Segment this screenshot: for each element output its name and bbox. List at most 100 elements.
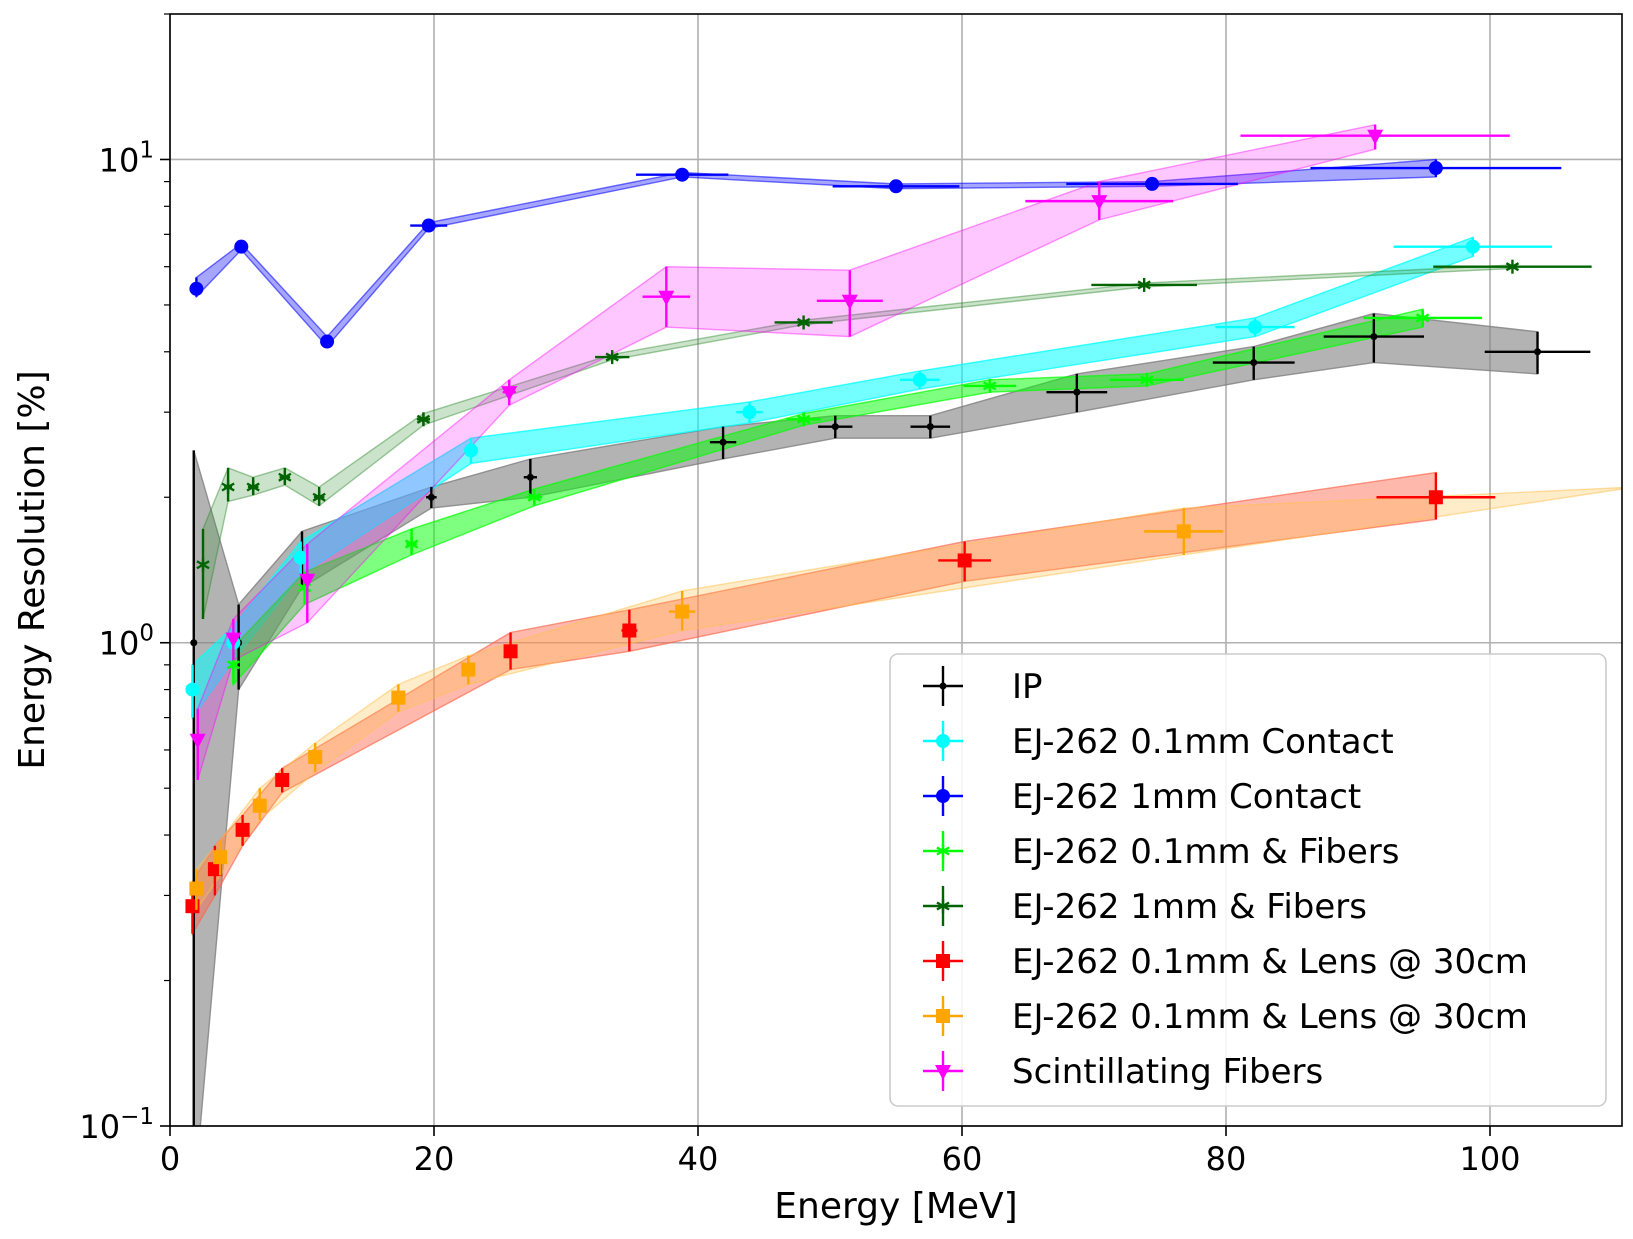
point-marker: [246, 480, 260, 495]
legend-label: EJ-262 1mm Contact: [1012, 777, 1361, 817]
point-marker: [312, 490, 326, 505]
point-marker: [293, 550, 308, 565]
series-points: [185, 472, 1496, 934]
y-tick-label: 101: [99, 137, 154, 179]
data-point: [1484, 331, 1591, 374]
x-tick-label: 60: [942, 1140, 983, 1178]
legend-label: IP: [1012, 667, 1043, 707]
data-point: [621, 609, 638, 652]
point-marker: [196, 557, 210, 572]
data-point: [1091, 277, 1197, 292]
x-tick-label: 80: [1206, 1140, 1247, 1178]
series-points: [226, 309, 1483, 685]
data-point: [185, 664, 200, 718]
data-point: [818, 415, 853, 439]
point-marker: [622, 623, 637, 638]
data-point: [1046, 373, 1108, 413]
data-point: [275, 768, 290, 793]
data-point: [404, 528, 419, 555]
point-marker: [189, 281, 204, 296]
legend-item: IP: [923, 666, 1043, 707]
point-marker: [234, 239, 249, 254]
point-marker: [926, 423, 934, 431]
point-marker: [983, 378, 997, 393]
legend-label: EJ-262 0.1mm & Fibers: [1012, 832, 1399, 872]
point-marker: [391, 690, 406, 705]
point-marker: [796, 412, 811, 427]
legend-item: EJ-262 0.1mm Contact: [923, 721, 1394, 762]
point-marker: [742, 405, 757, 420]
series-points: [189, 124, 1510, 780]
legend-item: EJ-262 0.1mm & Fibers: [923, 831, 1399, 872]
data-point: [816, 270, 883, 337]
point-marker: [463, 443, 478, 458]
data-point: [196, 528, 210, 619]
error-band: [195, 486, 1622, 913]
legend: IP EJ-262 0.1mm Contact EJ-262 1mm Contact…: [889, 653, 1607, 1107]
point-marker: [427, 493, 435, 501]
data-point: [1433, 259, 1592, 274]
point-marker: [421, 218, 436, 233]
x-tick-label: 20: [414, 1140, 455, 1178]
point-marker: [252, 798, 267, 813]
point-marker: [1367, 129, 1384, 145]
data-point: [225, 618, 242, 661]
legend-label: EJ-262 1mm & Fibers: [1012, 887, 1367, 927]
point-marker: [299, 573, 316, 589]
data-point: [234, 239, 249, 254]
data-point: [189, 277, 204, 297]
data-point: [426, 487, 437, 509]
point-marker: [1091, 195, 1108, 211]
point-marker: [1428, 161, 1443, 176]
legend-item: Scintillating Fibers: [923, 1051, 1323, 1092]
data-points: [185, 124, 1592, 1126]
data-point: [252, 788, 267, 820]
data-point: [235, 815, 250, 846]
data-point: [503, 632, 518, 670]
point-marker: [719, 438, 727, 446]
point-marker: [320, 334, 335, 349]
axes: 0 20 40 60 80 100 10−1 100 101: [79, 13, 1521, 1178]
point-marker: [936, 899, 950, 913]
point-marker: [278, 470, 292, 485]
legend-label: EJ-262 0.1mm & Lens @ 30cm: [1012, 942, 1528, 982]
series-points: [189, 159, 1562, 349]
x-tick-label: 0: [160, 1140, 180, 1178]
data-point: [1240, 124, 1510, 150]
data-point: [635, 167, 729, 182]
point-marker: [935, 1065, 951, 1080]
point-marker: [225, 632, 242, 648]
data-point: [221, 467, 235, 502]
point-marker: [605, 350, 619, 365]
point-marker: [936, 1009, 950, 1023]
data-point: [736, 401, 763, 423]
data-point: [1144, 508, 1224, 555]
data-point: [709, 426, 737, 459]
point-marker: [1416, 310, 1430, 325]
point-marker: [503, 644, 518, 659]
legend-label: Scintillating Fibers: [1012, 1052, 1323, 1092]
data-point: [938, 541, 992, 582]
data-point: [308, 743, 323, 773]
data-point: [523, 458, 537, 498]
point-marker: [190, 639, 198, 647]
data-point: [416, 412, 431, 427]
point-marker: [308, 750, 323, 765]
x-axis-title: Energy [MeV]: [774, 1186, 1017, 1227]
data-point: [190, 450, 198, 1126]
point-marker: [936, 734, 950, 748]
data-point: [786, 412, 821, 427]
point-marker: [189, 733, 206, 749]
point-marker: [1073, 388, 1081, 396]
point-marker: [416, 412, 431, 427]
point-marker: [461, 662, 476, 677]
series-points: [190, 313, 1591, 1126]
data-point: [410, 218, 448, 233]
point-marker: [936, 844, 950, 858]
data-point: [1323, 313, 1424, 363]
legend-item: EJ-262 1mm & Fibers: [923, 886, 1367, 927]
data-point: [1025, 181, 1174, 220]
data-point: [461, 655, 476, 685]
y-axis-title: Energy Resolution [%]: [12, 370, 53, 769]
